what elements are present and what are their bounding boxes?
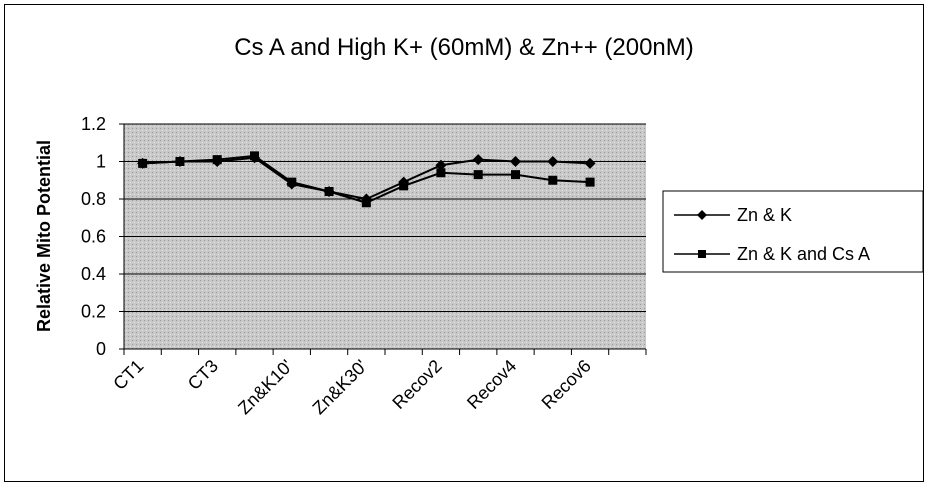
- data-point-square: [175, 157, 185, 166]
- legend-box: [662, 190, 924, 273]
- x-axis: CT1 CT3 Zn&K10' Zn&K30' Recov2 Recov4 Recov6: [109, 348, 647, 419]
- legend-entry-zn-k-cs-a: Zn & K and Cs A: [674, 244, 870, 264]
- y-tick-label: 0.6: [81, 227, 106, 247]
- chart-title: Cs A and High K+ (60mM) & Zn++ (200nM): [234, 34, 694, 61]
- data-point-diamond: [510, 156, 521, 167]
- data-point-diamond: [435, 159, 447, 171]
- data-point-square: [287, 177, 297, 187]
- y-axis-title: Relative Mito Potential: [34, 140, 54, 332]
- legend-entry-zn-k: Zn & K: [674, 205, 792, 225]
- series-zn-k-cs-a: [138, 151, 595, 208]
- x-tick-label: Recov2: [388, 356, 445, 413]
- y-tick-label: 0.2: [81, 302, 106, 322]
- x-tick-label: Zn&K10': [234, 356, 297, 419]
- data-point-diamond: [584, 157, 596, 169]
- square-marker-icon: [698, 250, 706, 258]
- data-point-square: [361, 198, 371, 208]
- y-tick-label: 0.8: [81, 189, 106, 209]
- legend-label-zn-k-cs-a: Zn & K and Cs A: [737, 244, 870, 264]
- y-tick-label: 1.2: [81, 114, 106, 134]
- y-axis: 0 0.2 0.4 0.6 0.8 1 1.2: [81, 114, 125, 359]
- data-point-square: [436, 168, 446, 178]
- legend: Zn & K Zn & K and Cs A: [662, 190, 924, 273]
- data-point-diamond: [472, 154, 484, 166]
- x-tick-label: Zn&K30': [309, 356, 372, 419]
- gridlines: [124, 123, 646, 312]
- x-tick-label: CT1: [109, 356, 147, 394]
- y-tick-label: 0.4: [81, 264, 106, 284]
- data-point-square: [585, 177, 595, 187]
- data-point-square: [250, 151, 259, 161]
- legend-label-zn-k: Zn & K: [737, 205, 792, 225]
- data-point-square: [212, 155, 222, 165]
- data-point-square: [399, 181, 409, 191]
- x-tick-label: Recov6: [538, 356, 595, 413]
- diamond-marker-icon: [697, 210, 707, 220]
- x-tick-label: CT3: [184, 356, 222, 394]
- data-point-square: [473, 170, 483, 180]
- data-point-square: [138, 158, 148, 168]
- data-point-square: [548, 175, 558, 185]
- y-tick-label: 0: [96, 339, 106, 359]
- data-point-square: [324, 187, 334, 196]
- data-point-square: [511, 170, 520, 180]
- series-layer: [137, 151, 596, 208]
- data-point-diamond: [547, 156, 559, 167]
- y-tick-label: 1: [96, 152, 106, 172]
- x-tick-label: Recov4: [463, 356, 520, 413]
